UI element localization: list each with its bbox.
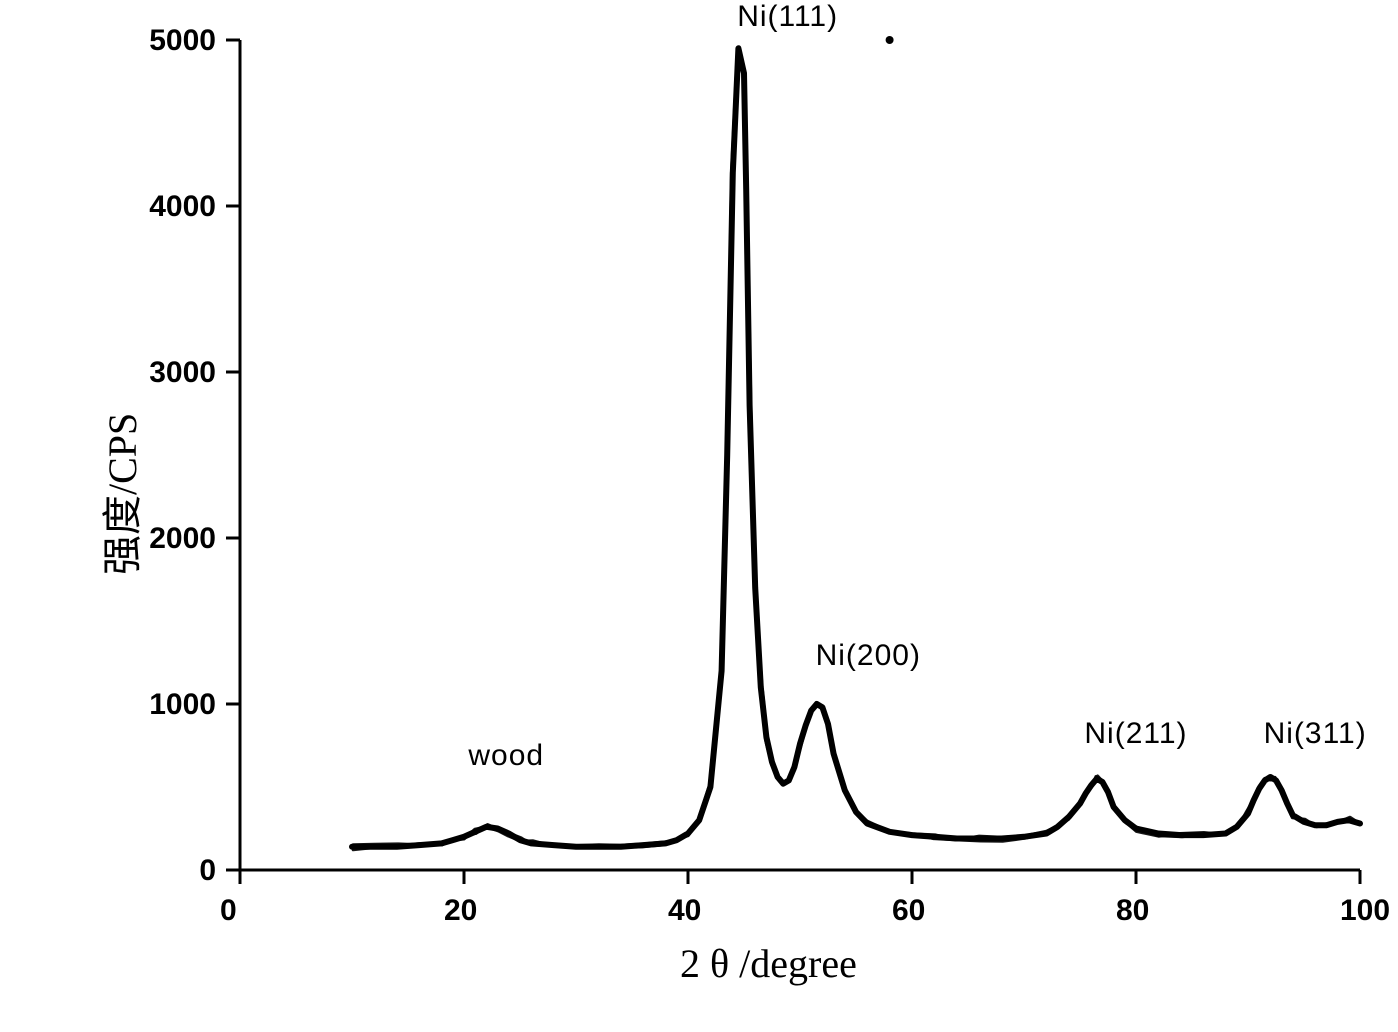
y-tick-label: 4000 xyxy=(149,190,216,224)
x-tick-label: 0 xyxy=(220,894,237,928)
y-tick-label: 3000 xyxy=(149,356,216,390)
peak-label: Ni(200) xyxy=(816,639,921,673)
x-tick-label: 60 xyxy=(892,894,925,928)
peak-label: wood xyxy=(468,739,544,773)
x-tick-label: 40 xyxy=(668,894,701,928)
y-tick-label: 5000 xyxy=(149,24,216,58)
xrd-chart: 强度/CPS 2 θ /degree 020406080100010002000… xyxy=(0,0,1398,1032)
x-axis-label: 2 θ /degree xyxy=(680,940,857,987)
peak-label: Ni(311) xyxy=(1264,717,1367,751)
x-tick-label: 20 xyxy=(444,894,477,928)
peak-label: Ni(111) xyxy=(737,0,838,34)
y-tick-label: 2000 xyxy=(149,522,216,556)
y-tick-label: 0 xyxy=(199,854,216,888)
y-axis-label: 强度/CPS xyxy=(90,413,148,575)
peak-label: Ni(211) xyxy=(1084,717,1187,751)
y-tick-label: 1000 xyxy=(149,688,216,722)
x-tick-label: 80 xyxy=(1116,894,1149,928)
x-tick-label: 100 xyxy=(1340,894,1390,928)
